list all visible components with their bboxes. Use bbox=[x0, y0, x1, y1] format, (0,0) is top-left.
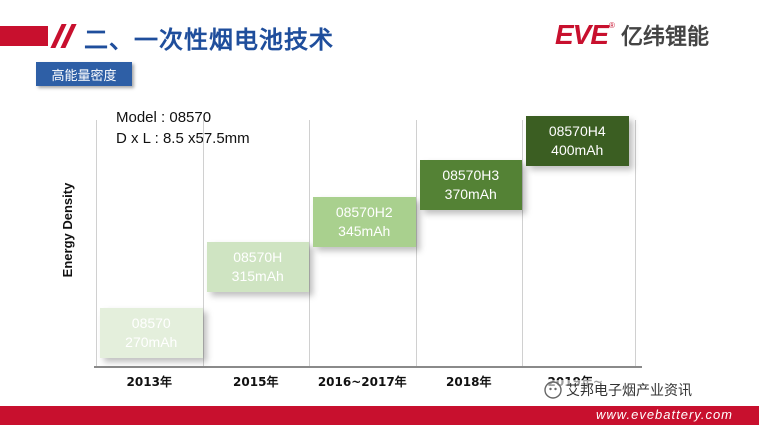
step-capacity: 370mAh bbox=[444, 186, 497, 203]
grid-line bbox=[309, 120, 310, 366]
step-capacity: 270mAh bbox=[125, 334, 178, 350]
company-logo: EVE ® 亿纬锂能 bbox=[555, 19, 709, 50]
step-box: 08570 270mAh bbox=[100, 308, 203, 358]
step-model-name: 08570H2 bbox=[335, 204, 393, 221]
watermark-text: 艾邦电子烟产业资讯 bbox=[566, 383, 692, 399]
grid-line bbox=[522, 120, 523, 366]
model-spec: Model : 08570 D x L : 8.5 x57.5mm bbox=[116, 107, 250, 149]
footer-url[interactable]: www.evebattery.com bbox=[596, 407, 733, 422]
step-box: 08570H4 400mAh bbox=[526, 116, 629, 166]
logo-eve-text: EVE bbox=[555, 19, 609, 50]
step-model-name: 08570H3 bbox=[442, 167, 500, 184]
step-box: 08570H3 370mAh bbox=[419, 160, 522, 211]
step-box: 08570H2 345mAh bbox=[313, 197, 416, 248]
model-line: Model : 08570 bbox=[116, 109, 212, 126]
grid-line bbox=[202, 120, 204, 366]
step-model-name: 08570 bbox=[131, 315, 171, 331]
y-axis-label: Energy Density bbox=[60, 182, 75, 278]
x-tick-label: 2018年 bbox=[446, 375, 492, 389]
page-title: 二、一次性烟电池技术 bbox=[84, 26, 334, 54]
step-model-name: 08570H4 bbox=[548, 123, 606, 139]
header-red-bar bbox=[0, 26, 48, 46]
dimension-line: D x L : 8.5 x57.5mm bbox=[116, 130, 250, 147]
section-badge: 高能量密度 bbox=[36, 62, 132, 86]
grid-line bbox=[634, 120, 636, 366]
x-tick-label: 2016~2017年 bbox=[317, 375, 407, 389]
step-capacity: 315mAh bbox=[231, 267, 284, 284]
wechat-icon bbox=[544, 381, 562, 399]
step-box: 08570H 315mAh bbox=[206, 241, 309, 292]
x-tick-label: 2015年 bbox=[233, 375, 279, 389]
x-axis bbox=[94, 366, 642, 368]
footer-bar bbox=[0, 406, 759, 425]
step-capacity: 345mAh bbox=[338, 223, 391, 240]
step-model-name: 08570H bbox=[233, 248, 283, 265]
wechat-watermark: 艾邦电子烟产业资讯 bbox=[540, 380, 696, 400]
y-axis bbox=[96, 120, 97, 366]
header-stripes bbox=[0, 24, 77, 48]
x-tick-label: 2013年 bbox=[126, 375, 172, 389]
step-capacity: 400mAh bbox=[551, 142, 604, 158]
grid-line bbox=[415, 120, 417, 366]
logo-chinese-name: 亿纬锂能 bbox=[620, 25, 709, 50]
logo-registered-mark: ® bbox=[609, 20, 615, 30]
